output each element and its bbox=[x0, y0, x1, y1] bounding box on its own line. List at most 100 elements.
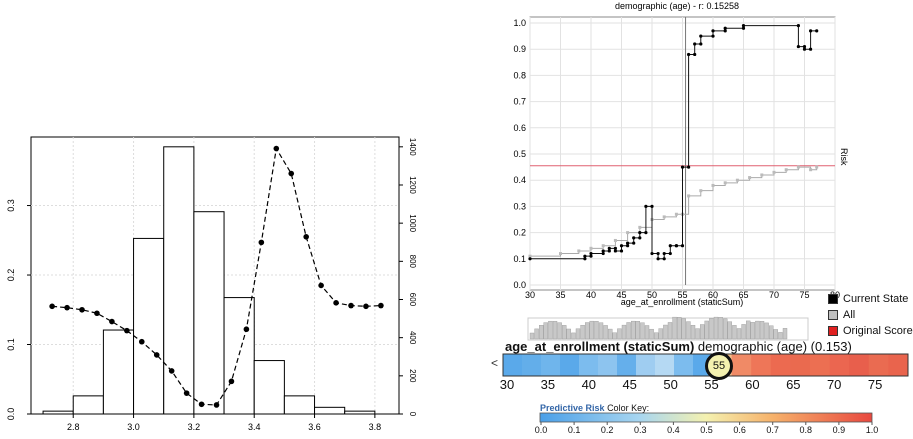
current-value-marker[interactable]: 55 bbox=[705, 352, 733, 380]
right-ytick-label: 200 bbox=[408, 369, 417, 383]
strip-bar bbox=[658, 328, 663, 340]
histogram-bar bbox=[253, 360, 285, 415]
feature-bar-tick-label: 60 bbox=[745, 377, 760, 392]
current-point bbox=[650, 251, 654, 256]
color-key-title-bold: Predictive Risk bbox=[540, 403, 605, 413]
feature-segment-low bbox=[598, 354, 618, 376]
feature-segment-high bbox=[790, 354, 811, 376]
current-point bbox=[583, 257, 587, 261]
all-point bbox=[723, 181, 727, 185]
strip-bar bbox=[649, 328, 654, 340]
right-ytick-label: 0.9 bbox=[513, 44, 526, 54]
feature-segment-low bbox=[674, 354, 694, 376]
current-point bbox=[638, 231, 642, 235]
current-point bbox=[699, 42, 703, 46]
legend-swatch-original bbox=[828, 326, 838, 336]
histogram-bar bbox=[163, 146, 195, 415]
density-point bbox=[213, 402, 220, 408]
left-xtick-label: 3.6 bbox=[308, 422, 321, 432]
all-point bbox=[674, 212, 678, 216]
color-key-tick-label: 0.0 bbox=[534, 425, 548, 435]
strip-bar bbox=[575, 328, 581, 340]
strip-bar bbox=[681, 318, 686, 340]
strip-bar bbox=[677, 317, 682, 340]
feature-bar-tick-label: 30 bbox=[499, 377, 515, 392]
all-point bbox=[577, 249, 581, 253]
current-point bbox=[693, 52, 697, 57]
color-key-bar bbox=[539, 412, 873, 425]
risk-axis-label: Risk bbox=[839, 148, 849, 166]
all-point bbox=[760, 173, 764, 177]
current-point bbox=[802, 47, 807, 51]
strip-bar bbox=[695, 328, 700, 340]
current-point bbox=[601, 249, 605, 253]
right-ytick-label: 1200 bbox=[408, 176, 417, 194]
right-ytick-label: 0.0 bbox=[513, 280, 526, 290]
density-point bbox=[198, 401, 205, 408]
right-xtick-label: 40 bbox=[586, 290, 596, 300]
current-point bbox=[741, 24, 746, 28]
all-point bbox=[626, 231, 630, 235]
legend-original-score[interactable]: Original Score bbox=[828, 325, 913, 337]
density-point bbox=[183, 390, 190, 396]
all-point bbox=[559, 252, 562, 256]
color-key-tick-label: 0.5 bbox=[700, 425, 713, 435]
left-histogram-bars bbox=[42, 146, 376, 415]
current-point bbox=[796, 24, 801, 28]
strip-bar bbox=[539, 325, 544, 340]
strip-bar bbox=[617, 328, 622, 340]
current-point bbox=[699, 34, 703, 38]
feature-segment-high bbox=[731, 354, 752, 376]
all-point bbox=[699, 189, 703, 193]
color-key-tick-label: 0.2 bbox=[600, 425, 614, 435]
all-point bbox=[601, 244, 605, 248]
feature-bar-tick-label: 45 bbox=[622, 377, 637, 392]
strip-bar bbox=[548, 320, 553, 340]
left-xtick-label: 3.0 bbox=[127, 422, 140, 432]
right-ytick-label: 1.0 bbox=[513, 18, 526, 28]
current-point bbox=[656, 257, 660, 261]
feature-bar-tick-label: 75 bbox=[867, 377, 883, 392]
current-point bbox=[632, 241, 636, 245]
strip-bar bbox=[594, 321, 599, 340]
feature-bar-frame bbox=[502, 353, 909, 377]
legend-label-all: All bbox=[843, 309, 856, 321]
legend-all[interactable]: All bbox=[828, 309, 855, 321]
right-ytick-label: 0.8 bbox=[513, 70, 526, 80]
all-point bbox=[662, 215, 666, 219]
left-ytick-label: 0.2 bbox=[6, 269, 16, 282]
legend-current-state[interactable]: Current State bbox=[828, 293, 908, 305]
feature-segment-low bbox=[655, 354, 675, 376]
density-point bbox=[94, 310, 100, 317]
strip-bar bbox=[589, 320, 594, 340]
current-point bbox=[723, 26, 727, 30]
feature-segment-high bbox=[810, 354, 831, 376]
strip-bar bbox=[709, 318, 714, 340]
density-point bbox=[153, 352, 160, 358]
all-point bbox=[796, 165, 800, 169]
color-key-tick-label: 1.0 bbox=[865, 425, 879, 435]
color-key-title: Predictive Risk Color Key: bbox=[540, 403, 649, 413]
color-key-tick-label: 0.9 bbox=[832, 425, 846, 435]
density-point bbox=[243, 326, 250, 333]
current-point bbox=[668, 251, 672, 256]
strip-bar bbox=[686, 321, 691, 340]
histogram-bar bbox=[72, 395, 104, 415]
color-key-tick-label: 0.1 bbox=[567, 425, 581, 435]
strip-bar bbox=[552, 320, 558, 340]
feature-bar-tick-label: 35 bbox=[540, 377, 556, 392]
strip-bar bbox=[782, 328, 788, 340]
density-point bbox=[348, 302, 354, 309]
current-point bbox=[607, 249, 611, 253]
current-point bbox=[607, 246, 611, 250]
strip-bar bbox=[635, 321, 640, 340]
scroll-left-arrow[interactable]: < bbox=[491, 356, 499, 370]
right-ytick-label: 0.2 bbox=[513, 228, 526, 238]
feature-group: demographic (age) (0.153) bbox=[697, 339, 852, 354]
current-point bbox=[583, 254, 587, 258]
legend-label-current: Current State bbox=[843, 293, 909, 305]
color-key-tick-label: 0.4 bbox=[667, 425, 680, 435]
strip-bar bbox=[529, 332, 535, 340]
feature-segment-low bbox=[503, 354, 523, 376]
current-point bbox=[687, 52, 691, 57]
